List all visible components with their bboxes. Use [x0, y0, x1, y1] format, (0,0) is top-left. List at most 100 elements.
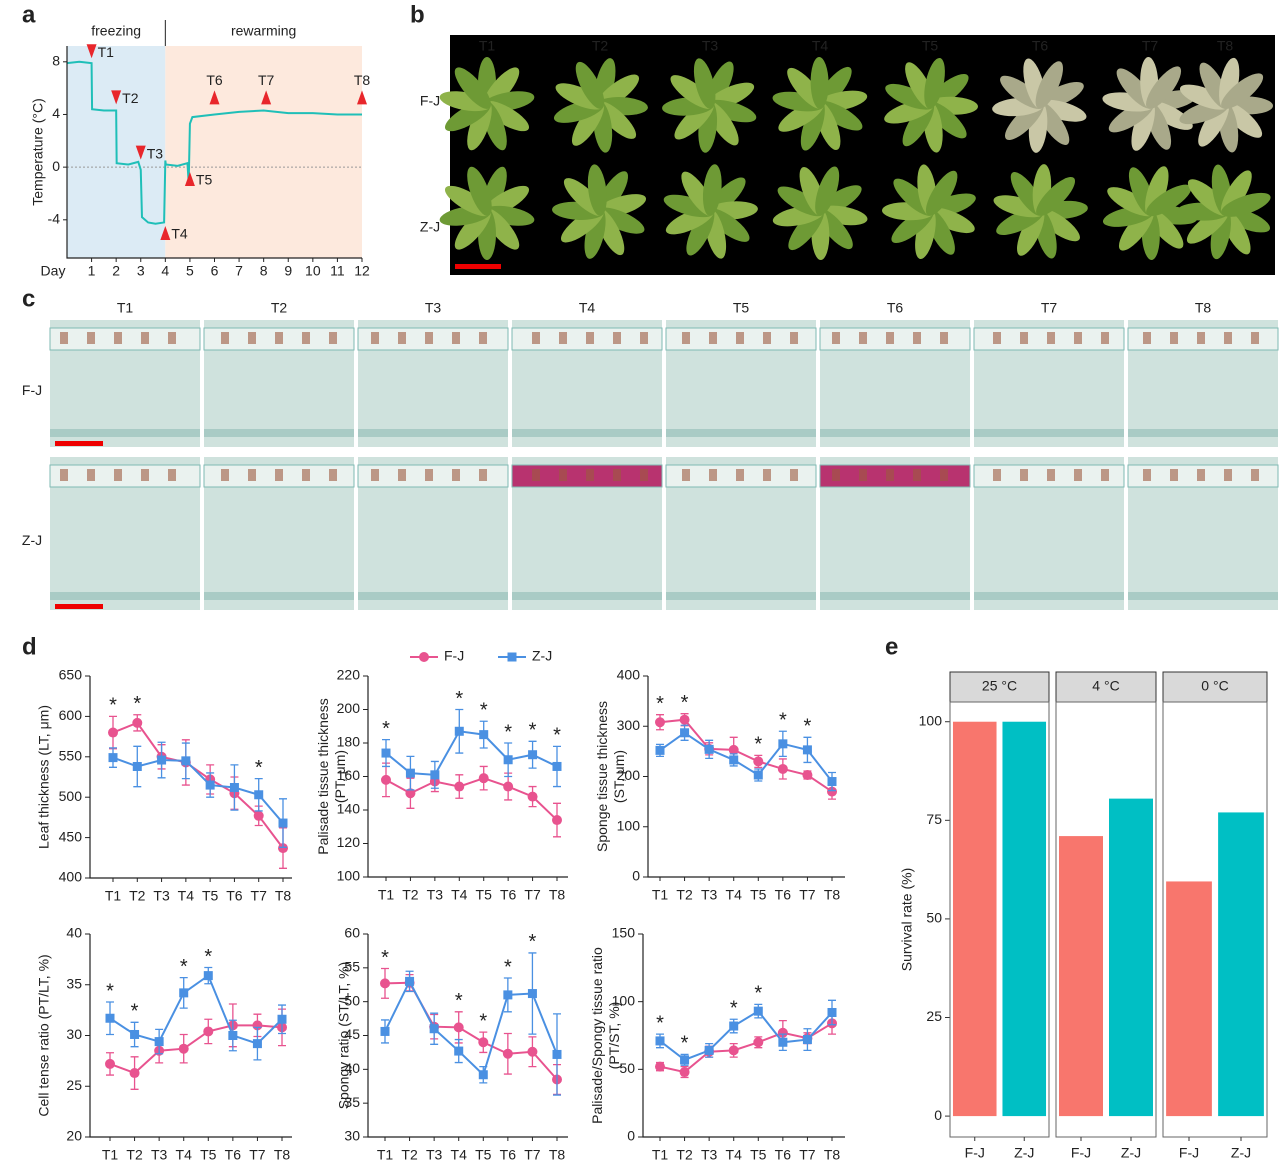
epidermis [49, 327, 201, 351]
x-tick-label: T5 [200, 1147, 217, 1163]
y-tick-label: 20 [66, 1128, 82, 1144]
x-tick-label: T2 [676, 1147, 693, 1163]
significance-mark: * [804, 716, 812, 738]
x-tick-label: T3 [426, 1147, 443, 1163]
cell [559, 469, 567, 481]
y-tick-label: 300 [617, 717, 641, 733]
x-tick-label: 2 [112, 263, 120, 279]
y-tick-label: 100 [617, 817, 641, 833]
x-tick-label: T2 [401, 1147, 418, 1163]
marker [802, 769, 813, 780]
x-tick-label: 5 [186, 263, 194, 279]
leaf [1146, 66, 1182, 109]
leaf [1036, 99, 1087, 122]
column-label: T3 [425, 300, 442, 316]
bar [952, 721, 997, 1117]
x-tick-label: Z-J [1014, 1145, 1034, 1161]
x-tick-label: T8 [824, 887, 841, 903]
panel-label: b [410, 1, 425, 28]
marker [430, 770, 440, 780]
cell [371, 332, 379, 344]
cell [832, 469, 840, 481]
annotation: T8 [354, 72, 371, 88]
marker [503, 781, 514, 792]
x-tick-label: 12 [354, 263, 370, 279]
column-label: T8 [1195, 300, 1212, 316]
significance-mark: * [133, 693, 141, 715]
section-photo [1127, 320, 1279, 447]
x-tick-label: T1 [102, 1147, 119, 1163]
marker [527, 1046, 538, 1057]
plant-photo [662, 58, 757, 153]
marker [132, 761, 142, 771]
marker [679, 714, 690, 725]
section-photo [973, 320, 1125, 447]
marker [527, 791, 538, 802]
y-tick-label: 0 [632, 868, 640, 884]
section-photo [357, 320, 509, 447]
cell [559, 332, 567, 344]
marker [729, 755, 739, 765]
y-tick-label: 8 [52, 53, 60, 69]
marker [380, 978, 390, 989]
x-tick-label: T6 [775, 1147, 792, 1163]
marker [728, 744, 739, 755]
x-tick-label: T5 [475, 1147, 492, 1163]
y-tick-label: 0 [52, 158, 60, 174]
marker [254, 790, 264, 800]
cell [1197, 469, 1205, 481]
facet-label: 4 °C [1092, 678, 1119, 694]
cell [60, 469, 68, 481]
x-tick-label: T5 [202, 888, 219, 904]
x-tick-label: Z-J [1121, 1145, 1141, 1161]
column-label: T1 [479, 38, 496, 54]
significance-mark: * [504, 956, 512, 978]
lower-epidermis [358, 429, 508, 437]
leaf [1146, 184, 1192, 217]
cell [275, 469, 283, 481]
cell [993, 332, 1001, 344]
column-label: T3 [702, 38, 719, 54]
marker [503, 990, 513, 1000]
cell [1101, 332, 1109, 344]
y-tick-label: 35 [344, 1094, 360, 1110]
section-photo [203, 457, 355, 610]
annotation: T6 [206, 72, 223, 88]
significance-mark: * [381, 947, 389, 969]
marker [252, 1039, 262, 1049]
column-label: T2 [592, 38, 609, 54]
column-label: T8 [1217, 38, 1234, 54]
leaf [467, 166, 492, 216]
marker [278, 843, 288, 854]
lower-epidermis [974, 592, 1124, 600]
section-photo [203, 320, 355, 447]
marker [753, 1037, 764, 1048]
cell [913, 469, 921, 481]
epidermis [49, 464, 201, 488]
section-photo [49, 320, 201, 447]
cell [87, 469, 95, 481]
cell [452, 469, 460, 481]
significance-mark: * [553, 725, 561, 747]
marker [454, 1046, 464, 1056]
cell [371, 469, 379, 481]
marker [381, 748, 391, 758]
bar [1059, 836, 1103, 1117]
section-photo [665, 320, 817, 447]
y-axis-label: Spongy ratio (ST/LT, %) [336, 962, 352, 1110]
row-label: Z-J [420, 219, 440, 235]
annotation: T2 [122, 90, 139, 106]
plant-photo [882, 164, 976, 260]
y-tick-label: 40 [344, 1060, 360, 1076]
cell [682, 469, 690, 481]
y-axis-label: Palisade tissue thickness [315, 698, 331, 854]
cell [993, 469, 1001, 481]
cell [763, 469, 771, 481]
cell [1197, 332, 1205, 344]
section-photo [819, 320, 971, 447]
significance-mark: * [109, 695, 117, 717]
cell [221, 332, 229, 344]
marker [129, 1068, 140, 1079]
cell [859, 469, 867, 481]
